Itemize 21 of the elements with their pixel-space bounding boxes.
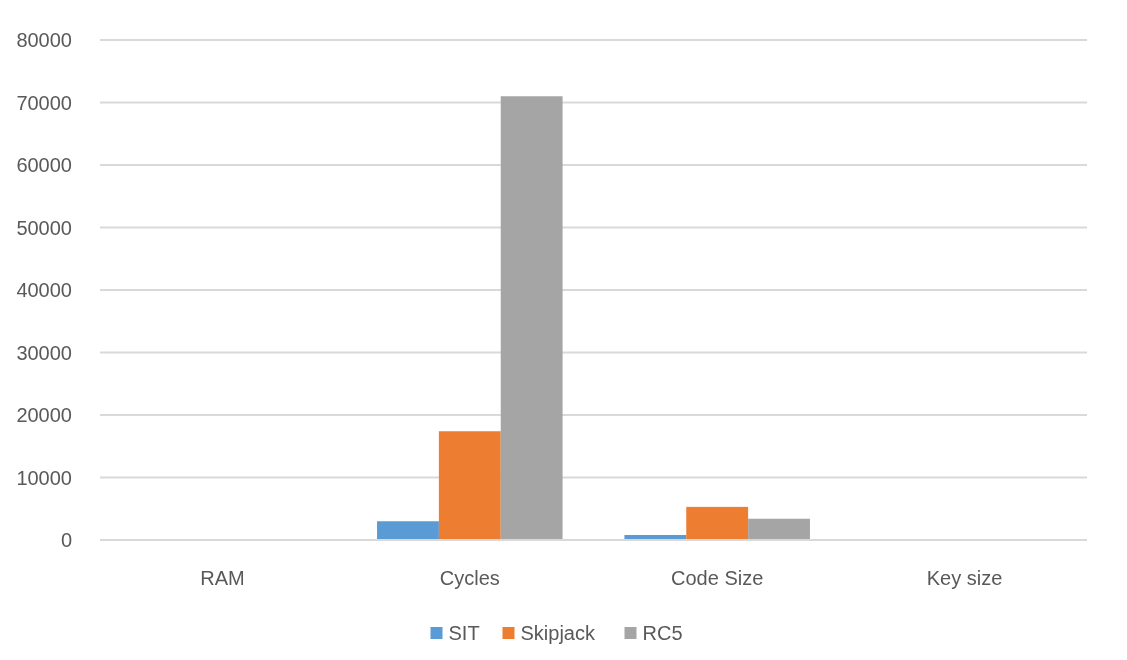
x-tick-label: Code Size bbox=[671, 567, 764, 589]
x-tick-label: Cycles bbox=[439, 567, 500, 589]
x-tick-label: RAM bbox=[200, 567, 245, 589]
y-tick-label: 40000 bbox=[16, 279, 72, 301]
y-tick-label: 0 bbox=[60, 529, 72, 551]
y-tick-label: 20000 bbox=[16, 404, 72, 426]
bar bbox=[748, 518, 810, 540]
x-tick-label: Key size bbox=[926, 567, 1003, 589]
y-tick-label: 10000 bbox=[16, 466, 72, 489]
bar bbox=[438, 431, 501, 540]
bar bbox=[686, 506, 749, 540]
y-tick-label: 50000 bbox=[16, 216, 72, 239]
y-tick-label: 80000 bbox=[16, 29, 72, 51]
y-tick-label: 70000 bbox=[16, 91, 72, 114]
y-tick-label: 30000 bbox=[16, 341, 72, 364]
legend-label: RC5 bbox=[642, 622, 683, 644]
legend-label: Skipjack bbox=[520, 622, 596, 644]
legend-label: SIT bbox=[448, 622, 480, 644]
bar bbox=[500, 96, 563, 540]
bar bbox=[377, 521, 439, 540]
y-tick-label: 60000 bbox=[16, 154, 72, 176]
